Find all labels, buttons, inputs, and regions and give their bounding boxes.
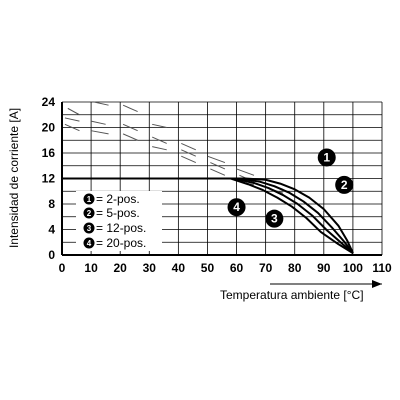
legend-marker-1 — [83, 193, 95, 205]
series-curves — [62, 177, 354, 254]
dashed-segment-1 — [93, 101, 109, 106]
dashed-segment-12 — [152, 146, 167, 151]
x-tick-label-4: 40 — [172, 261, 186, 275]
dashed-segment-4 — [90, 120, 106, 125]
dashed-segment-8 — [91, 130, 109, 135]
curve-marker-label-3: 3 — [271, 212, 278, 226]
x-axis-label: Temperatura ambiente [°C] — [220, 288, 364, 302]
legend-marker-2 — [83, 207, 95, 219]
curve-marker-3 — [265, 209, 284, 228]
series-line-3 — [62, 177, 354, 254]
curve-marker-label-4: 4 — [233, 200, 240, 214]
curve-marker-2 — [335, 175, 354, 194]
x-tick-label-2: 20 — [114, 261, 128, 275]
legend-marker-3-label: 3 — [87, 224, 92, 233]
legend-label-1: = 2-pos. — [96, 192, 140, 206]
dashed-segment-6 — [152, 123, 167, 128]
legend-item-2: 2 = 5-pos. — [83, 206, 140, 220]
legend-marker-4-label: 4 — [87, 239, 92, 248]
curve-marker-label-2: 2 — [341, 178, 348, 192]
y-tick-label-1: 4 — [48, 223, 55, 237]
curve-marker-4 — [227, 198, 246, 217]
y-tick-label-6: 24 — [42, 95, 56, 109]
axes — [61, 102, 382, 256]
curve-marker-label-1: 1 — [323, 150, 330, 164]
legend-label-4: = 20-pos. — [96, 236, 146, 250]
legend-marker-2-label: 2 — [87, 209, 92, 218]
legend-label-2: = 5-pos. — [96, 206, 140, 220]
legend-label-3: = 12-pos. — [96, 221, 146, 235]
x-tick-label-8: 80 — [288, 261, 302, 275]
x-tick-label-10: 100 — [343, 261, 363, 275]
legend-item-4: 4 = 20-pos. — [83, 236, 146, 250]
dashed-segment-10 — [151, 136, 167, 144]
x-axis-arrow-head — [372, 280, 382, 288]
y-tick-label-5: 20 — [42, 121, 56, 135]
series-line-4 — [62, 177, 354, 254]
dashed-segment-5 — [122, 123, 138, 132]
y-tick-label-2: 8 — [48, 197, 55, 211]
curve-marker-1 — [317, 148, 336, 167]
dashed-segment-14 — [207, 155, 226, 164]
x-tick-label-6: 60 — [230, 261, 244, 275]
dashed-segment-11 — [181, 142, 197, 151]
dashed-segment-3 — [64, 117, 80, 122]
x-tick-label-5: 50 — [201, 261, 215, 275]
x-tick-label-1: 10 — [84, 261, 98, 275]
dashed-segment-16 — [210, 162, 226, 170]
dashed-segment-17 — [236, 168, 255, 176]
dashed-segment-15 — [181, 155, 197, 164]
legend-marker-4 — [83, 237, 95, 249]
dashed-segment-18 — [210, 168, 226, 176]
x-tick-label-7: 70 — [259, 261, 273, 275]
y-tick-label-4: 16 — [42, 146, 56, 160]
series-line-1 — [62, 177, 354, 254]
dashed-segment-9 — [122, 133, 138, 141]
legend-item-1: 1 = 2-pos. — [83, 192, 140, 206]
y-tick-label-3: 12 — [42, 172, 56, 186]
x-tick-label-0: 0 — [59, 261, 66, 275]
legend-item-3: 3 = 12-pos. — [83, 221, 146, 235]
dashed-segment-7 — [64, 123, 80, 132]
legend: 1 = 2-pos. 2 = 5-pos. 3 = 12-pos. 4 = 20… — [76, 191, 162, 251]
legend-marker-1-label: 1 — [87, 195, 92, 204]
y-axis-label: Intensidad de corriente [A] — [7, 108, 21, 248]
y-tick-label-0: 0 — [48, 248, 55, 262]
dashed-segment-0 — [67, 107, 80, 116]
x-tick-label-11: 110 — [372, 261, 392, 275]
x-tick-label-3: 30 — [143, 261, 157, 275]
x-axis-arrow — [270, 280, 382, 288]
series-line-2 — [62, 177, 354, 254]
x-tick-label-9: 90 — [317, 261, 331, 275]
curve-markers: 12 3 4 — [227, 148, 354, 228]
dashed-segment-2 — [122, 104, 138, 113]
dashed-segment-13 — [181, 149, 197, 157]
legend-marker-3 — [83, 222, 95, 234]
